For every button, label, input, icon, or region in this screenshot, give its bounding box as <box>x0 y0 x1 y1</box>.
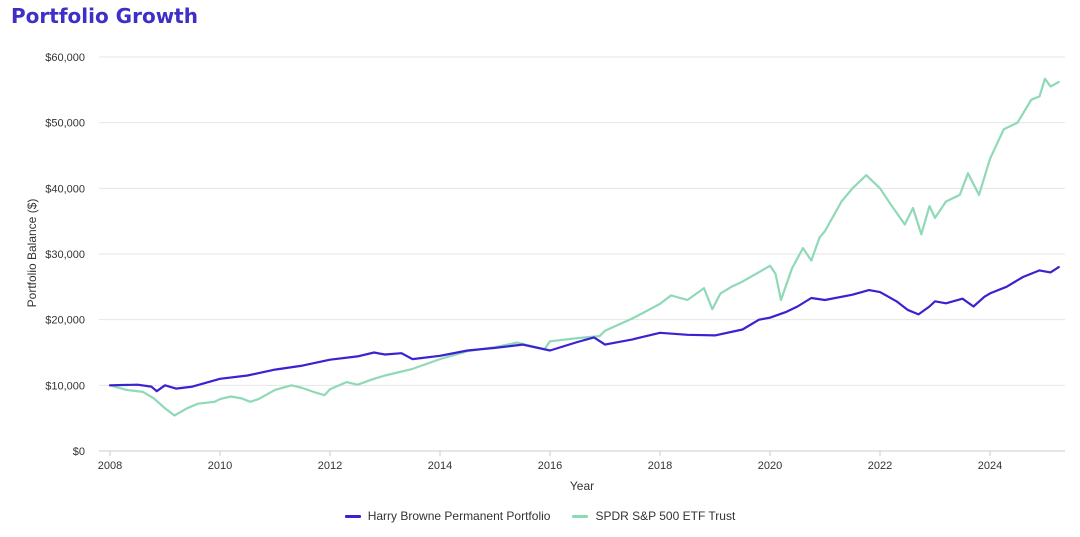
x-axis-title: Year <box>570 479 594 493</box>
page-title: Portfolio Growth <box>11 4 198 28</box>
axes: $0 $10,000 $20,000 $30,000 $40,000 $50,000 $60… <box>45 52 1002 472</box>
y-tick-label: $60,000 <box>45 52 85 64</box>
legend-swatch <box>572 514 589 518</box>
series-line-1 <box>108 77 1060 417</box>
legend-item-spdr[interactable]: SPDR S&P 500 ETF Trust <box>572 509 735 523</box>
x-tick-label: 2022 <box>868 460 892 472</box>
legend-label: Harry Browne Permanent Portfolio <box>367 509 551 523</box>
x-tick-label: 2010 <box>208 460 232 472</box>
x-tick-label: 2020 <box>758 460 782 472</box>
x-tick-label: 2024 <box>978 460 1002 472</box>
y-tick-label: $10,000 <box>45 380 85 392</box>
y-axis-title: Portfolio Balance ($) <box>25 199 39 308</box>
legend-item-harry-browne[interactable]: Harry Browne Permanent Portfolio <box>344 509 551 523</box>
line-chart: $0 $10,000 $20,000 $30,000 $40,000 $50,000 $60… <box>25 52 1065 493</box>
x-tick-label: 2008 <box>98 460 122 472</box>
y-tick-label: $40,000 <box>45 183 85 195</box>
legend: Harry Browne Permanent Portfolio SPDR S&… <box>0 509 1080 523</box>
x-tick-label: 2012 <box>318 460 342 472</box>
y-tick-label: $0 <box>73 446 85 458</box>
series-lines <box>108 77 1060 417</box>
legend-label: SPDR S&P 500 ETF Trust <box>595 509 736 523</box>
x-tick-label: 2014 <box>428 460 452 472</box>
x-tick-label: 2018 <box>648 460 672 472</box>
gridlines <box>99 56 1065 452</box>
x-tick-label: 2016 <box>538 460 562 472</box>
y-tick-label: $20,000 <box>45 315 85 327</box>
legend-swatch <box>344 514 361 518</box>
y-tick-label: $30,000 <box>45 249 85 261</box>
series-line-0 <box>108 266 1060 393</box>
y-tick-label: $50,000 <box>45 118 85 130</box>
